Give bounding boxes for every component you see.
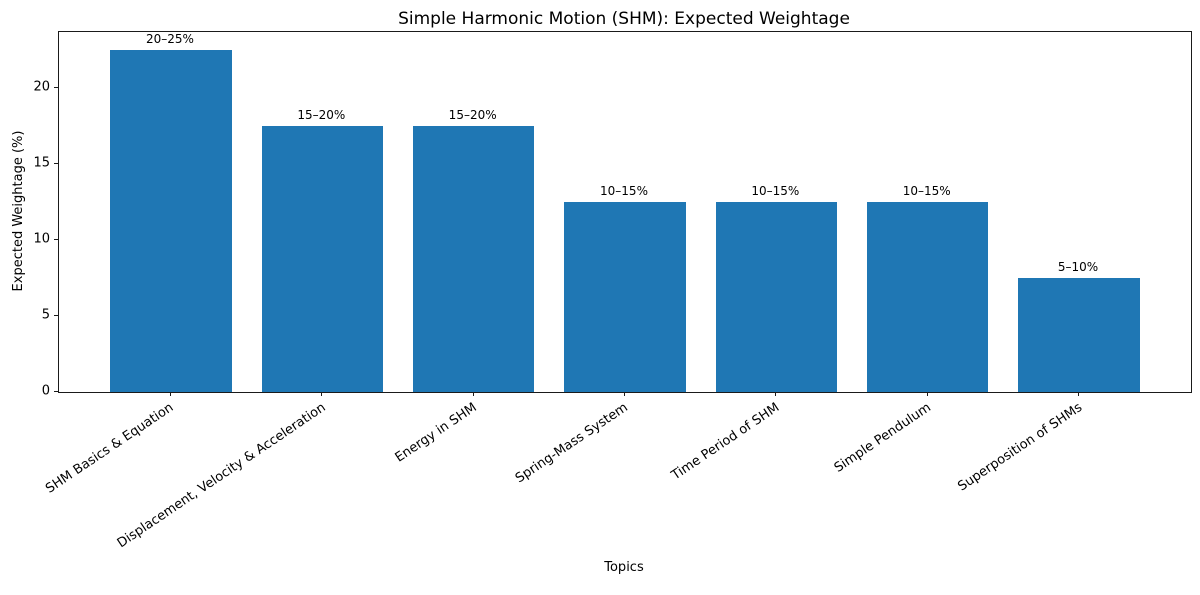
bar	[715, 202, 837, 392]
y-tick-label: 15	[33, 155, 50, 171]
bar	[110, 50, 232, 392]
x-tick-label: Energy in SHM	[392, 400, 480, 466]
y-tick-mark	[54, 239, 58, 241]
x-tick-mark	[624, 392, 625, 396]
bar	[564, 202, 686, 392]
x-axis-title: Topics	[604, 560, 644, 575]
plot-area	[58, 31, 1192, 393]
chart-title: Simple Harmonic Motion (SHM): Expected W…	[398, 9, 850, 29]
y-axis-title: Expected Weightage (%)	[11, 130, 26, 292]
y-tick-label: 0	[41, 383, 50, 399]
bar-value-label: 20–25%	[146, 32, 194, 47]
x-tick-mark	[926, 392, 928, 396]
bar-value-label: 15–20%	[297, 108, 346, 123]
bar-value-label: 10–15%	[751, 184, 800, 199]
y-tick-label: 10	[33, 231, 50, 247]
bar-value-label: 10–15%	[902, 184, 951, 199]
bar-value-label: 10–15%	[600, 184, 648, 199]
y-tick-mark	[54, 315, 58, 317]
x-tick-mark	[775, 392, 777, 396]
x-tick-mark	[321, 392, 323, 396]
bar	[1018, 278, 1140, 392]
y-tick-mark	[54, 87, 58, 89]
bar	[867, 202, 989, 392]
x-tick-mark	[472, 392, 474, 396]
x-tick-label: Spring-Mass System	[512, 400, 631, 487]
bar	[413, 126, 535, 392]
y-tick-label: 5	[41, 307, 50, 323]
x-tick-label: Simple Pendulum	[831, 400, 934, 476]
x-tick-label: SHM Basics & Equation	[43, 400, 177, 497]
bar	[261, 126, 383, 392]
y-tick-label: 20	[33, 79, 50, 95]
bar-value-label: 5–10%	[1057, 260, 1099, 275]
bar-value-label: 15–20%	[448, 108, 497, 123]
y-tick-mark	[54, 163, 58, 165]
x-tick-mark	[1078, 392, 1079, 396]
x-tick-label: Time Period of SHM	[668, 400, 783, 484]
x-tick-mark	[169, 392, 171, 396]
x-tick-label: Superposition of SHMs	[954, 400, 1085, 495]
y-tick-mark	[54, 391, 58, 392]
